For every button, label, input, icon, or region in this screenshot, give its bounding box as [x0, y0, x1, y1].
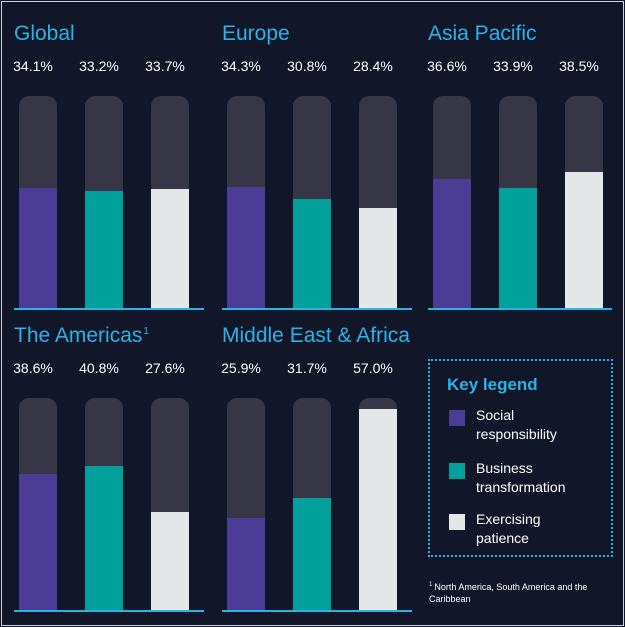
- bar-exercising-patience: [151, 189, 189, 308]
- legend-label: Social responsibility: [476, 407, 557, 442]
- bar-track: [19, 96, 57, 308]
- bar-business-transformation: [85, 466, 123, 610]
- bar-social-responsibility: [19, 474, 57, 610]
- legend-swatch: [449, 463, 465, 479]
- chart-panel-asia-pacific: Asia Pacific 36.6% 33.9% 38.5%: [427, 22, 618, 312]
- bar-business-transformation: [293, 498, 331, 610]
- bar-track: [227, 398, 265, 610]
- legend-swatch: [449, 410, 465, 426]
- chart-panel-europe: Europe 34.3% 30.8% 28.4%: [221, 22, 412, 312]
- panel-title: Asia Pacific: [428, 22, 537, 45]
- bar-track: [359, 96, 397, 308]
- bar-social-responsibility: [19, 188, 57, 308]
- footnote-text: North America, South America and the Car…: [429, 582, 588, 604]
- panel-title: Middle East & Africa: [222, 324, 410, 347]
- panel-title: Europe: [222, 22, 290, 45]
- bar-value-label: 33.2%: [79, 58, 119, 74]
- bar-social-responsibility: [433, 179, 471, 308]
- bar-business-transformation: [85, 191, 123, 308]
- legend-label: Exercising patience: [476, 511, 541, 546]
- bar-track: [433, 96, 471, 308]
- baseline: [222, 308, 412, 310]
- bar-value-label: 25.9%: [221, 360, 261, 376]
- bar-value-label: 30.8%: [287, 58, 327, 74]
- panel-title: Global: [14, 22, 75, 45]
- bar-track: [293, 398, 331, 610]
- bar-value-label: 57.0%: [353, 360, 393, 376]
- chart-panel-global: Global 34.1% 33.2% 33.7%: [13, 22, 204, 312]
- panel-title: The Americas1: [14, 324, 149, 347]
- bar-value-label: 31.7%: [287, 360, 327, 376]
- bar-value-label: 34.3%: [221, 58, 261, 74]
- bar-value-label: 28.4%: [353, 58, 393, 74]
- bar-exercising-patience: [151, 512, 189, 610]
- bar-value-label: 27.6%: [145, 360, 185, 376]
- key-legend: Key legend Social responsibility Busines…: [428, 359, 613, 557]
- bar-track: [293, 96, 331, 308]
- bar-track: [85, 398, 123, 610]
- legend-title: Key legend: [447, 375, 538, 394]
- bar-social-responsibility: [227, 187, 265, 308]
- bar-value-label: 33.7%: [145, 58, 185, 74]
- baseline: [14, 308, 204, 310]
- bar-value-label: 38.6%: [13, 360, 53, 376]
- bar-value-label: 33.9%: [493, 58, 533, 74]
- footnote-mark: 1: [429, 582, 433, 588]
- baseline: [222, 610, 412, 612]
- bar-track: [85, 96, 123, 308]
- bar-social-responsibility: [227, 518, 265, 610]
- bar-exercising-patience: [359, 409, 397, 610]
- bar-value-label: 38.5%: [559, 58, 599, 74]
- bar-exercising-patience: [359, 208, 397, 308]
- bar-exercising-patience: [565, 172, 603, 308]
- bar-track: [151, 96, 189, 308]
- bar-track: [227, 96, 265, 308]
- bar-business-transformation: [499, 188, 537, 308]
- bar-track: [499, 96, 537, 308]
- bar-value-label: 34.1%: [13, 58, 53, 74]
- legend-swatch: [449, 514, 465, 530]
- bar-track: [151, 398, 189, 610]
- chart-panel-the-americas: The Americas1 38.6% 40.8% 27.6%: [13, 324, 204, 614]
- bar-business-transformation: [293, 199, 331, 308]
- footnote: 1 North America, South America and the Ca…: [429, 579, 614, 605]
- footnote-marker: 1: [143, 326, 149, 337]
- bar-value-label: 40.8%: [79, 360, 119, 376]
- bar-track: [565, 96, 603, 308]
- bar-track: [19, 398, 57, 610]
- baseline: [428, 308, 612, 310]
- chart-panel-middle-east-africa: Middle East & Africa 25.9% 31.7% 57.0%: [221, 324, 412, 614]
- bar-track: [359, 398, 397, 610]
- bar-value-label: 36.6%: [427, 58, 467, 74]
- baseline: [14, 610, 204, 612]
- legend-label: Business transformation: [476, 460, 566, 495]
